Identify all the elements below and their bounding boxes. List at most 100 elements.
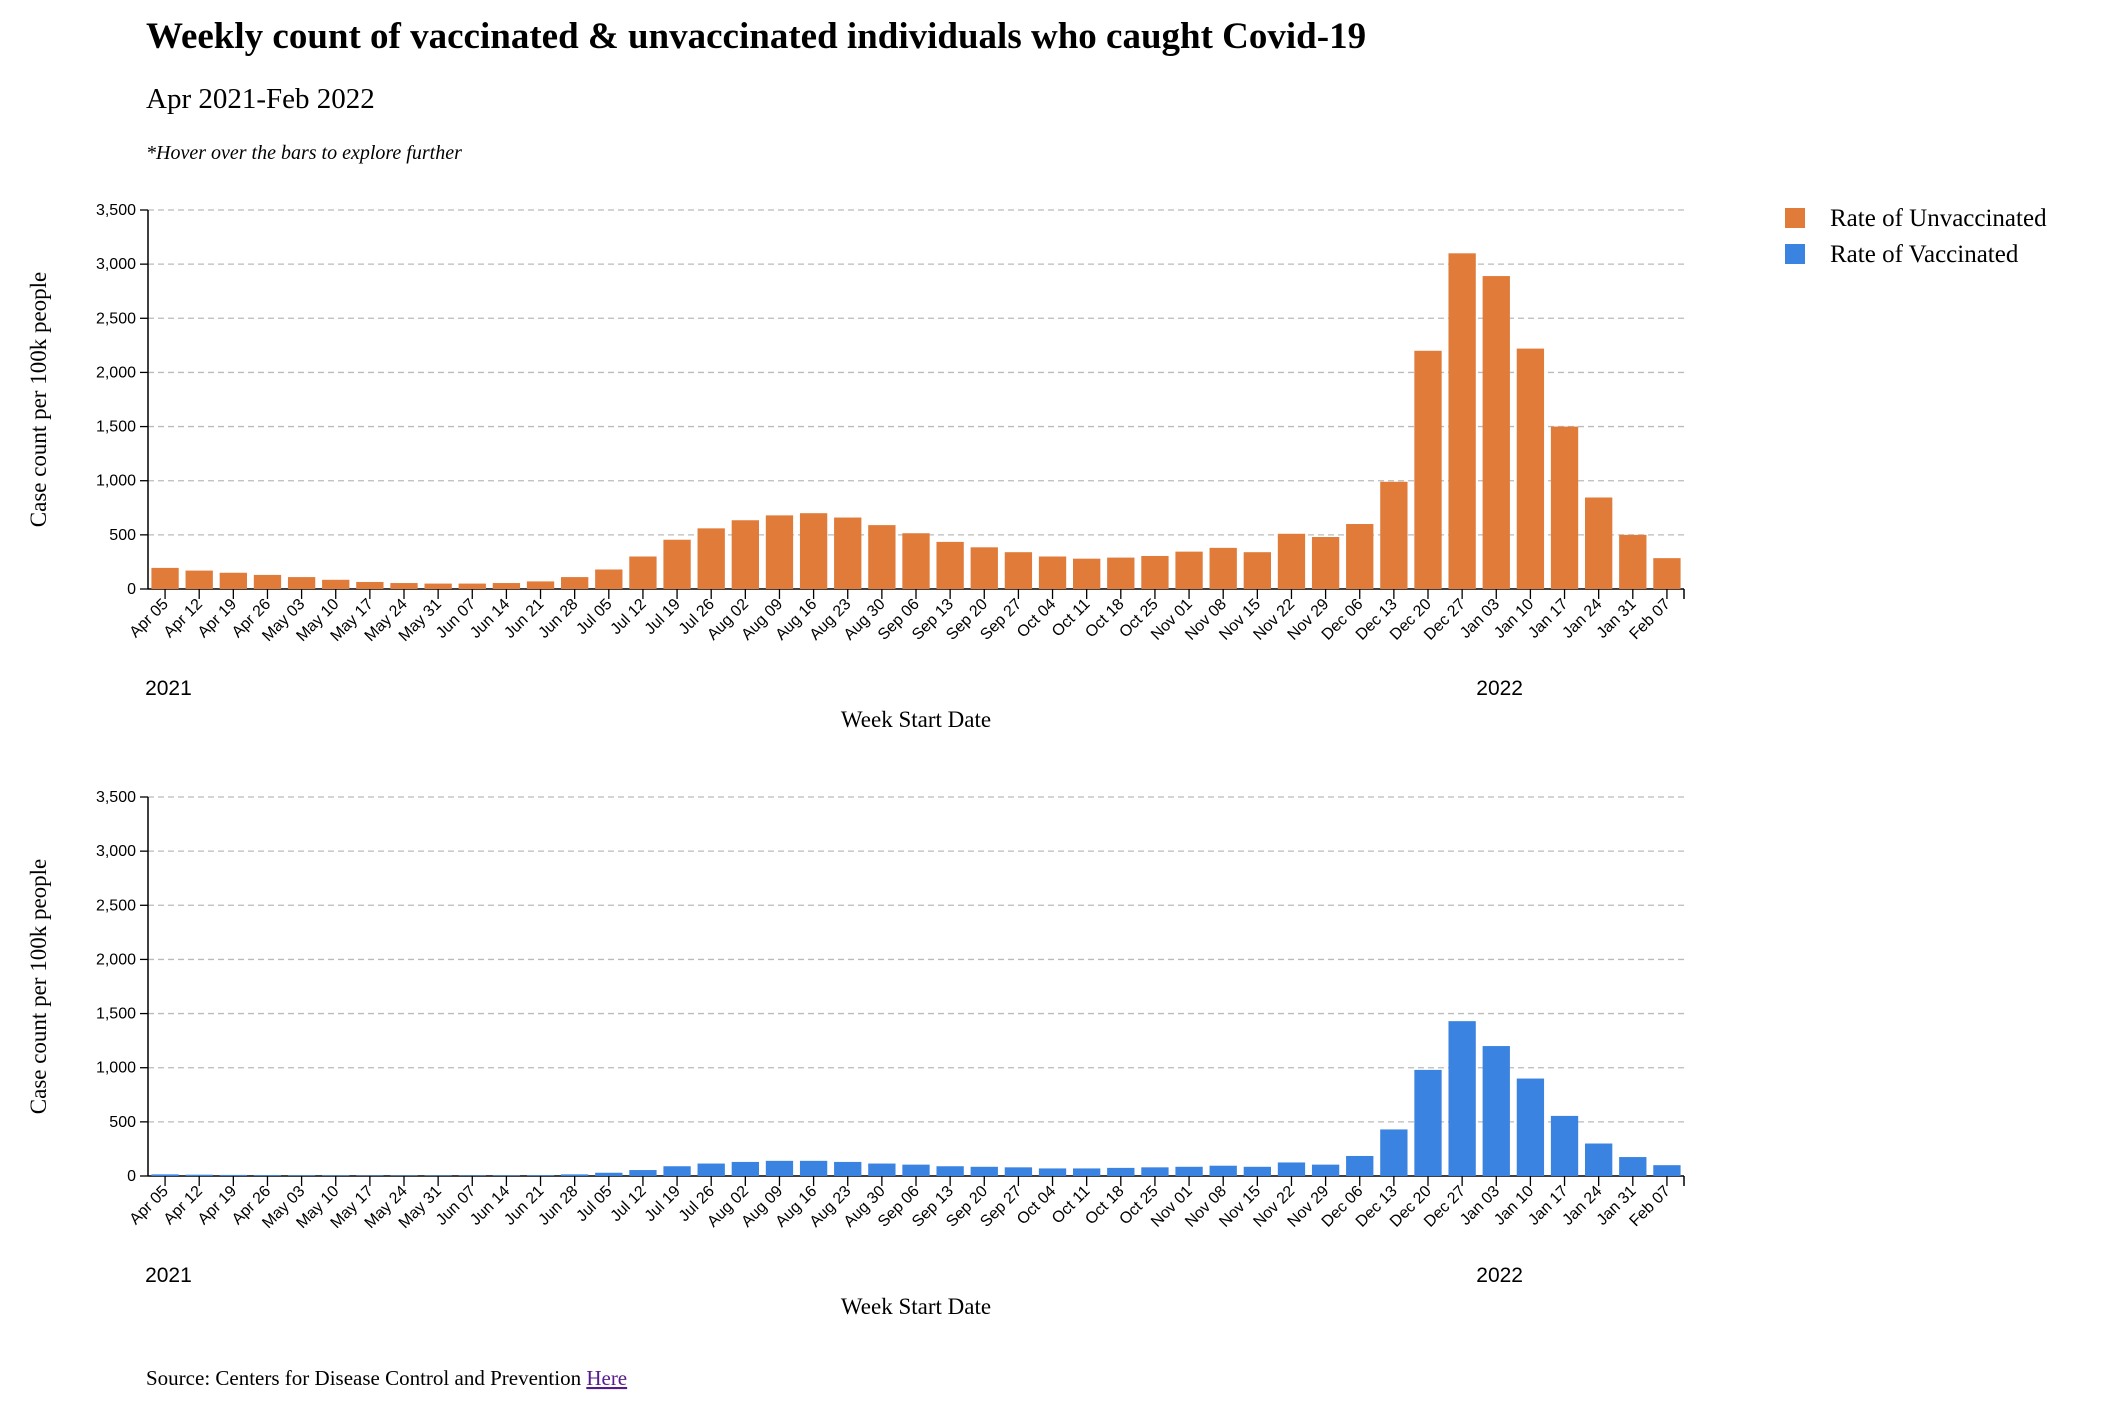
bar — [526, 1175, 555, 1176]
bar — [492, 583, 521, 589]
y-tick-label: 2,000 — [96, 951, 136, 968]
bar — [595, 1172, 623, 1176]
y-tick-label: 2,000 — [96, 364, 136, 381]
bar — [1585, 497, 1613, 589]
source-link[interactable]: Here — [586, 1366, 627, 1390]
bar — [1004, 1167, 1033, 1176]
bar — [1038, 1168, 1067, 1176]
x-tick-label: Jul 05 — [573, 596, 615, 638]
bar — [151, 1174, 179, 1176]
bar — [1653, 558, 1681, 589]
y-tick-label: 500 — [109, 1114, 136, 1131]
bar — [697, 528, 725, 589]
bar — [322, 1175, 350, 1176]
x-tick-label: Oct 04 — [1014, 1183, 1059, 1228]
x-tick-label: Jul 05 — [573, 1183, 615, 1225]
bar — [1448, 253, 1476, 590]
y-tick-label: 3,500 — [96, 789, 136, 806]
bar — [1141, 1167, 1169, 1176]
bar — [253, 1175, 282, 1176]
legend-label: Rate of Vaccinated — [1830, 241, 2019, 268]
x-axis-title: Week Start Date — [841, 1294, 991, 1319]
x-tick-label: Jul 19 — [642, 596, 684, 638]
x-tick-label: Jul 19 — [642, 1183, 684, 1225]
bar — [936, 541, 964, 589]
bar — [663, 539, 691, 589]
bar — [253, 574, 282, 589]
bar — [219, 572, 247, 589]
bar — [1653, 1165, 1681, 1176]
bar — [1004, 552, 1033, 589]
bar — [834, 517, 862, 589]
y-tick-label: 1,500 — [96, 419, 136, 436]
bar — [1550, 1115, 1579, 1176]
bar — [799, 513, 828, 589]
bar — [1038, 556, 1067, 589]
source-link-text[interactable]: Here — [586, 1366, 627, 1390]
bar — [1380, 1129, 1408, 1176]
legend-swatch — [1785, 208, 1805, 228]
bar — [287, 1175, 316, 1176]
bar — [697, 1163, 725, 1176]
y-axis-title: Case count per 100k people — [26, 272, 51, 527]
bar — [561, 1174, 589, 1176]
bar — [1311, 537, 1340, 589]
x-tick-label: Oct 04 — [1014, 596, 1059, 641]
bar — [1414, 1069, 1442, 1176]
bar — [765, 1160, 794, 1176]
y-tick-label: 3,000 — [96, 843, 136, 860]
year-label: 2022 — [1476, 1264, 1523, 1287]
bar — [1311, 1164, 1340, 1176]
bar — [970, 547, 998, 589]
x-axis-title: Week Start Date — [841, 707, 991, 732]
x-tick-label: Jun 28 — [536, 596, 582, 642]
y-tick-label: 3,500 — [96, 202, 136, 219]
bar — [1209, 1165, 1237, 1176]
bar — [1482, 276, 1510, 589]
bar — [629, 556, 657, 589]
y-tick-label: 500 — [109, 527, 136, 544]
bar — [1380, 481, 1408, 589]
bar — [1619, 534, 1647, 589]
bar — [390, 583, 418, 589]
bar — [1107, 1167, 1135, 1176]
x-tick-label: Jul 12 — [608, 1183, 650, 1225]
y-axis-title: Case count per 100k people — [26, 859, 51, 1114]
y-tick-label: 1,500 — [96, 1006, 136, 1023]
y-tick-label: 3,000 — [96, 256, 136, 273]
bar — [1277, 1162, 1306, 1176]
bar — [1550, 426, 1579, 589]
bar — [185, 570, 213, 589]
bar — [424, 583, 452, 589]
y-tick-label: 0 — [127, 581, 136, 598]
y-tick-label: 2,500 — [96, 310, 136, 327]
bar — [1516, 348, 1545, 589]
legend-swatch — [1785, 244, 1805, 264]
year-label: 2022 — [1476, 677, 1523, 700]
bar — [1107, 557, 1135, 589]
bar — [492, 1175, 521, 1176]
bar — [1346, 524, 1374, 589]
bar — [868, 1163, 896, 1176]
title: Weekly count of vaccinated & unvaccinate… — [146, 16, 1366, 57]
bar — [970, 1166, 998, 1176]
bar — [595, 569, 623, 589]
bar — [1209, 547, 1237, 589]
bar — [1175, 1166, 1203, 1176]
bar — [663, 1166, 691, 1176]
y-tick-label: 1,000 — [96, 473, 136, 490]
source: Source: Centers for Disease Control and … — [146, 1366, 627, 1390]
subtitle: Apr 2021-Feb 2022 — [146, 83, 375, 115]
bar — [1243, 1166, 1271, 1176]
bar — [731, 520, 759, 589]
year-label: 2021 — [145, 677, 192, 700]
bar — [219, 1174, 247, 1176]
bar — [902, 533, 930, 589]
y-tick-label: 2,500 — [96, 897, 136, 914]
bar — [1243, 552, 1271, 589]
bar — [185, 1174, 213, 1176]
bar — [1619, 1157, 1647, 1176]
legend-label: Rate of Unvaccinated — [1830, 205, 2047, 232]
bar — [868, 525, 896, 589]
